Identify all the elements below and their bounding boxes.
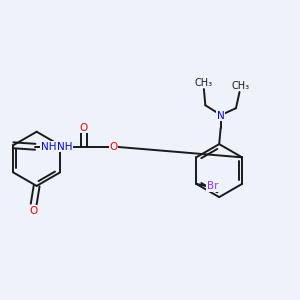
Text: NH: NH	[57, 142, 73, 152]
Text: NH: NH	[41, 142, 56, 152]
Text: O: O	[109, 142, 117, 152]
Text: N: N	[217, 110, 224, 121]
Text: CH₃: CH₃	[195, 78, 213, 88]
Text: O: O	[30, 206, 38, 216]
Text: CH₃: CH₃	[232, 80, 250, 91]
Text: O: O	[80, 123, 88, 133]
Text: Br: Br	[207, 181, 218, 191]
